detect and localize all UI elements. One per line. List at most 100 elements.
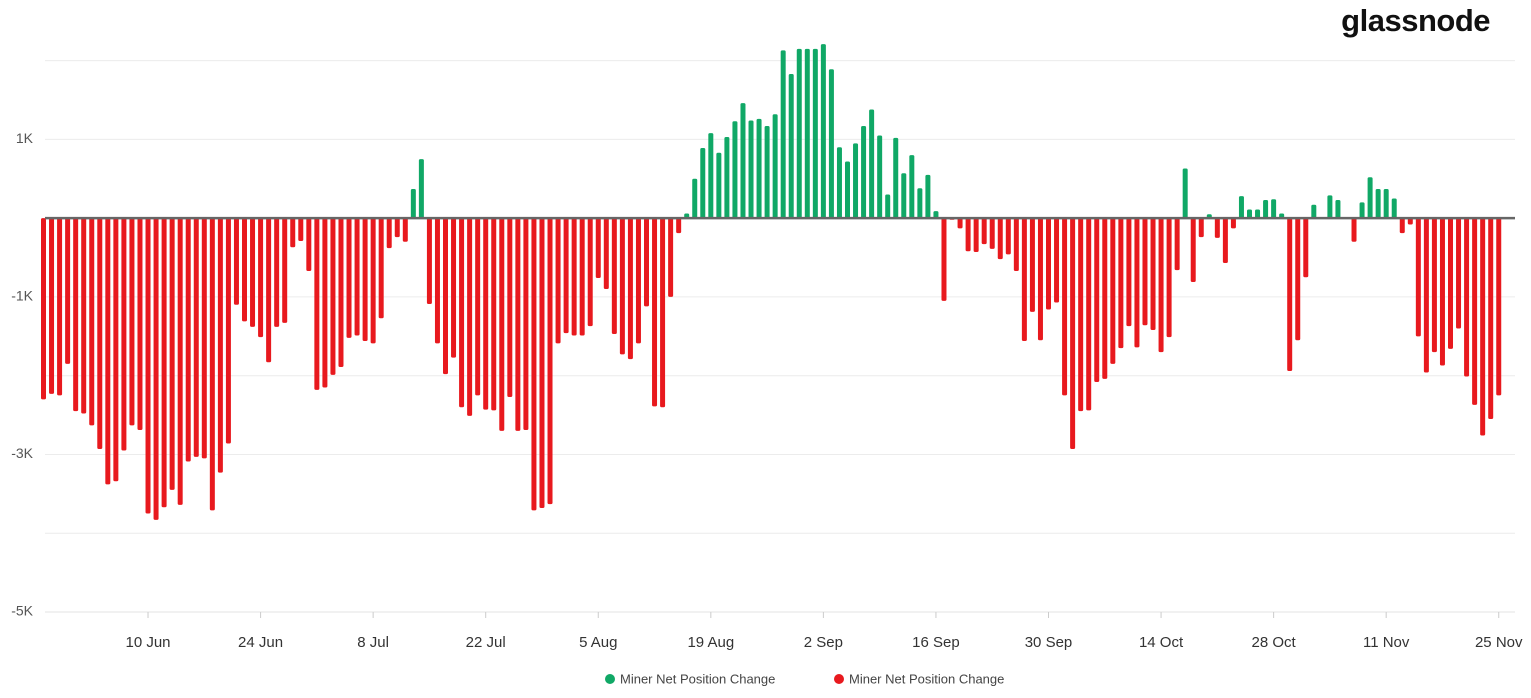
x-tick-label: 22 Jul xyxy=(466,634,506,651)
bar xyxy=(290,218,296,248)
bar xyxy=(820,44,826,219)
bar xyxy=(459,218,465,408)
bar xyxy=(1070,218,1076,449)
bar xyxy=(652,218,658,407)
bar xyxy=(539,218,545,509)
bar xyxy=(756,118,762,219)
bar xyxy=(668,218,674,297)
bar xyxy=(1126,218,1132,327)
bar xyxy=(322,218,328,388)
bar xyxy=(740,103,746,219)
legend-label: Miner Net Position Change xyxy=(849,671,1004,686)
bar xyxy=(330,218,336,375)
bar xyxy=(941,218,947,301)
bar xyxy=(169,218,175,490)
bar xyxy=(1005,218,1011,255)
bar xyxy=(1118,218,1124,349)
bar xyxy=(410,189,416,219)
bar xyxy=(483,218,489,410)
bar xyxy=(1150,218,1156,331)
bar xyxy=(121,218,127,451)
bar xyxy=(828,69,834,219)
bar xyxy=(1391,198,1397,219)
bar xyxy=(338,218,344,368)
bar xyxy=(1110,218,1116,364)
bar xyxy=(909,155,915,219)
x-tick-label: 24 Jun xyxy=(238,634,283,651)
bar xyxy=(346,218,352,338)
bar xyxy=(507,218,513,397)
bar xyxy=(579,218,585,336)
bar xyxy=(282,218,288,323)
bar xyxy=(1472,218,1478,405)
bar xyxy=(1078,218,1084,412)
bar xyxy=(1335,200,1341,219)
logo: glassnode xyxy=(1341,3,1490,38)
bar xyxy=(451,218,457,358)
bar xyxy=(1214,218,1220,238)
bar xyxy=(981,218,987,245)
bar xyxy=(780,50,786,219)
bar xyxy=(1013,218,1019,271)
bar xyxy=(402,218,408,242)
x-tick-label: 14 Oct xyxy=(1139,634,1184,651)
bar xyxy=(1029,218,1035,312)
bar xyxy=(1375,189,1381,219)
bar xyxy=(853,143,859,219)
bar xyxy=(1271,199,1277,219)
bar xyxy=(1311,204,1317,219)
bar xyxy=(748,120,754,219)
bar xyxy=(41,218,46,400)
bar xyxy=(1439,218,1445,366)
bar xyxy=(362,218,368,342)
bar xyxy=(732,121,738,219)
bar xyxy=(314,218,320,390)
bar xyxy=(836,147,842,219)
bar xyxy=(201,218,207,459)
x-tick-label: 19 Aug xyxy=(687,634,734,651)
bar xyxy=(443,218,448,375)
bar xyxy=(989,218,995,249)
bar xyxy=(242,218,247,322)
x-tick-label: 2 Sep xyxy=(804,634,843,651)
x-tick-label: 28 Oct xyxy=(1252,634,1297,651)
bar xyxy=(1174,218,1180,271)
bar xyxy=(378,218,384,319)
bar xyxy=(1287,218,1293,371)
bar xyxy=(1046,218,1051,310)
bar xyxy=(644,218,649,307)
bar xyxy=(708,133,714,219)
bar xyxy=(1198,218,1204,238)
bar xyxy=(1037,218,1043,341)
bar xyxy=(129,218,135,426)
bar xyxy=(700,148,706,219)
bar xyxy=(595,218,601,279)
bar xyxy=(153,218,159,520)
y-tick-label: -5K xyxy=(11,603,33,619)
bar xyxy=(225,218,231,444)
bar xyxy=(1496,218,1502,396)
bar xyxy=(1303,218,1309,278)
bar xyxy=(531,218,537,511)
bar xyxy=(217,218,223,473)
bar xyxy=(370,218,376,344)
bar xyxy=(716,152,722,219)
bar xyxy=(885,194,891,219)
bar xyxy=(113,218,119,482)
bar xyxy=(1190,218,1196,282)
bar xyxy=(274,218,280,327)
y-tick-label: -3K xyxy=(11,445,33,461)
bar xyxy=(306,218,312,271)
bar xyxy=(177,218,183,505)
bar xyxy=(845,161,850,219)
bar xyxy=(973,218,979,253)
bar xyxy=(1247,209,1252,219)
bar xyxy=(49,218,55,394)
bar xyxy=(1383,189,1389,219)
x-tick-label: 5 Aug xyxy=(579,634,617,651)
x-tick-label: 10 Jun xyxy=(125,634,170,651)
bar xyxy=(1456,218,1462,329)
bar xyxy=(1182,168,1188,219)
bar xyxy=(1134,218,1140,348)
bar xyxy=(1166,218,1172,338)
